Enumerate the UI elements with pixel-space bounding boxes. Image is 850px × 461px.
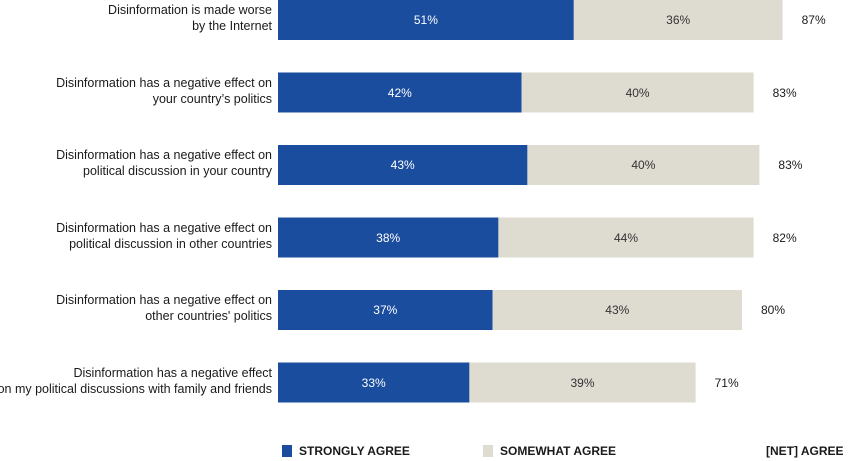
legend-label-somewhat-agree: SOMEWHAT AGREE [500, 444, 616, 458]
data-label-somewhat-agree: 39% [570, 375, 595, 390]
bar-somewhat-agree [498, 217, 754, 258]
legend-somewhat-agree: SOMEWHAT AGREE [483, 444, 616, 458]
bar-somewhat-agree [469, 362, 696, 403]
data-label-net-agree: 82% [772, 230, 797, 245]
legend-label-net-agree: [NET] AGREE [766, 444, 844, 458]
category-label-line: Disinformation has a negative effect on [56, 75, 272, 90]
data-label-net-agree: 83% [778, 158, 803, 172]
data-label-net-agree: 87% [801, 13, 826, 27]
data-label-strongly-agree: 51% [413, 13, 438, 27]
bar-strongly-agree [278, 290, 493, 330]
bar-strongly-agree [278, 145, 528, 185]
legend-strongly-agree: STRONGLY AGREE [282, 444, 410, 458]
bar-strongly-agree [278, 217, 499, 258]
category-label: Disinformation is made worse by the Inter… [0, 2, 272, 34]
category-label: Disinformation has a negative effect on p… [0, 220, 272, 252]
category-label-line: Disinformation has a negative effect on [56, 293, 272, 307]
data-label-net-agree: 80% [761, 303, 786, 317]
bar-strongly-agree [278, 0, 574, 40]
category-label: Disinformation has a negative effect on m… [0, 365, 272, 397]
bar-somewhat-agree [527, 145, 760, 185]
data-label-somewhat-agree: 43% [605, 303, 630, 317]
bar-strongly-agree [278, 72, 522, 113]
category-label-line: other countries' politics [145, 309, 272, 323]
data-label-strongly-agree: 42% [387, 85, 412, 100]
data-label-somewhat-agree: 36% [666, 13, 691, 27]
category-label-line: Disinformation has a negative effect on [56, 220, 272, 235]
category-label-line: political discussion in your country [83, 164, 272, 178]
data-label-net-agree: 71% [714, 375, 739, 390]
legend-net-agree: [NET] AGREE [766, 444, 844, 458]
category-label-line: Disinformation has a negative effect [73, 365, 273, 380]
category-label-line: on my political discussions with family … [0, 381, 272, 396]
category-label-line: Disinformation has a negative effect on [56, 148, 272, 162]
bar-strongly-agree [278, 362, 470, 403]
data-label-strongly-agree: 38% [376, 230, 401, 245]
legend-swatch-somewhat-agree [483, 445, 493, 457]
category-label-line: your country’s politics [152, 91, 272, 106]
bar-somewhat-agree [521, 72, 754, 113]
data-label-somewhat-agree: 44% [613, 230, 639, 245]
data-label-strongly-agree: 33% [361, 375, 386, 390]
category-label: Disinformation has a negative effect on o… [0, 292, 272, 324]
bar-somewhat-agree [573, 0, 783, 40]
bar-somewhat-agree [492, 290, 742, 330]
category-label-line: by the Internet [192, 19, 272, 33]
data-label-somewhat-agree: 40% [625, 85, 650, 100]
legend-label-strongly-agree: STRONGLY AGREE [299, 444, 410, 458]
legend-swatch-strongly-agree [282, 445, 292, 457]
data-label-somewhat-agree: 40% [631, 158, 656, 172]
data-label-net-agree: 83% [772, 85, 797, 100]
category-label-line: political discussion in other countries [69, 236, 272, 251]
category-label-line: Disinformation is made worse [108, 3, 272, 17]
category-label: Disinformation has a negative effect on p… [0, 147, 272, 179]
data-label-strongly-agree: 37% [373, 303, 398, 317]
category-label: Disinformation has a negative effect on y… [0, 75, 272, 107]
data-label-strongly-agree: 43% [390, 158, 415, 172]
